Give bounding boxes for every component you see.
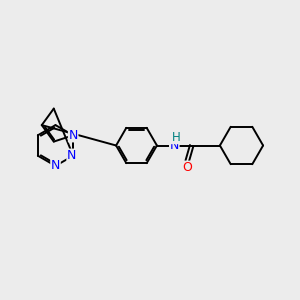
Text: N: N — [51, 159, 60, 172]
Text: O: O — [182, 161, 192, 174]
Text: N: N — [169, 139, 179, 152]
Text: N: N — [68, 129, 78, 142]
Text: N: N — [67, 149, 76, 162]
Text: H: H — [171, 130, 180, 144]
